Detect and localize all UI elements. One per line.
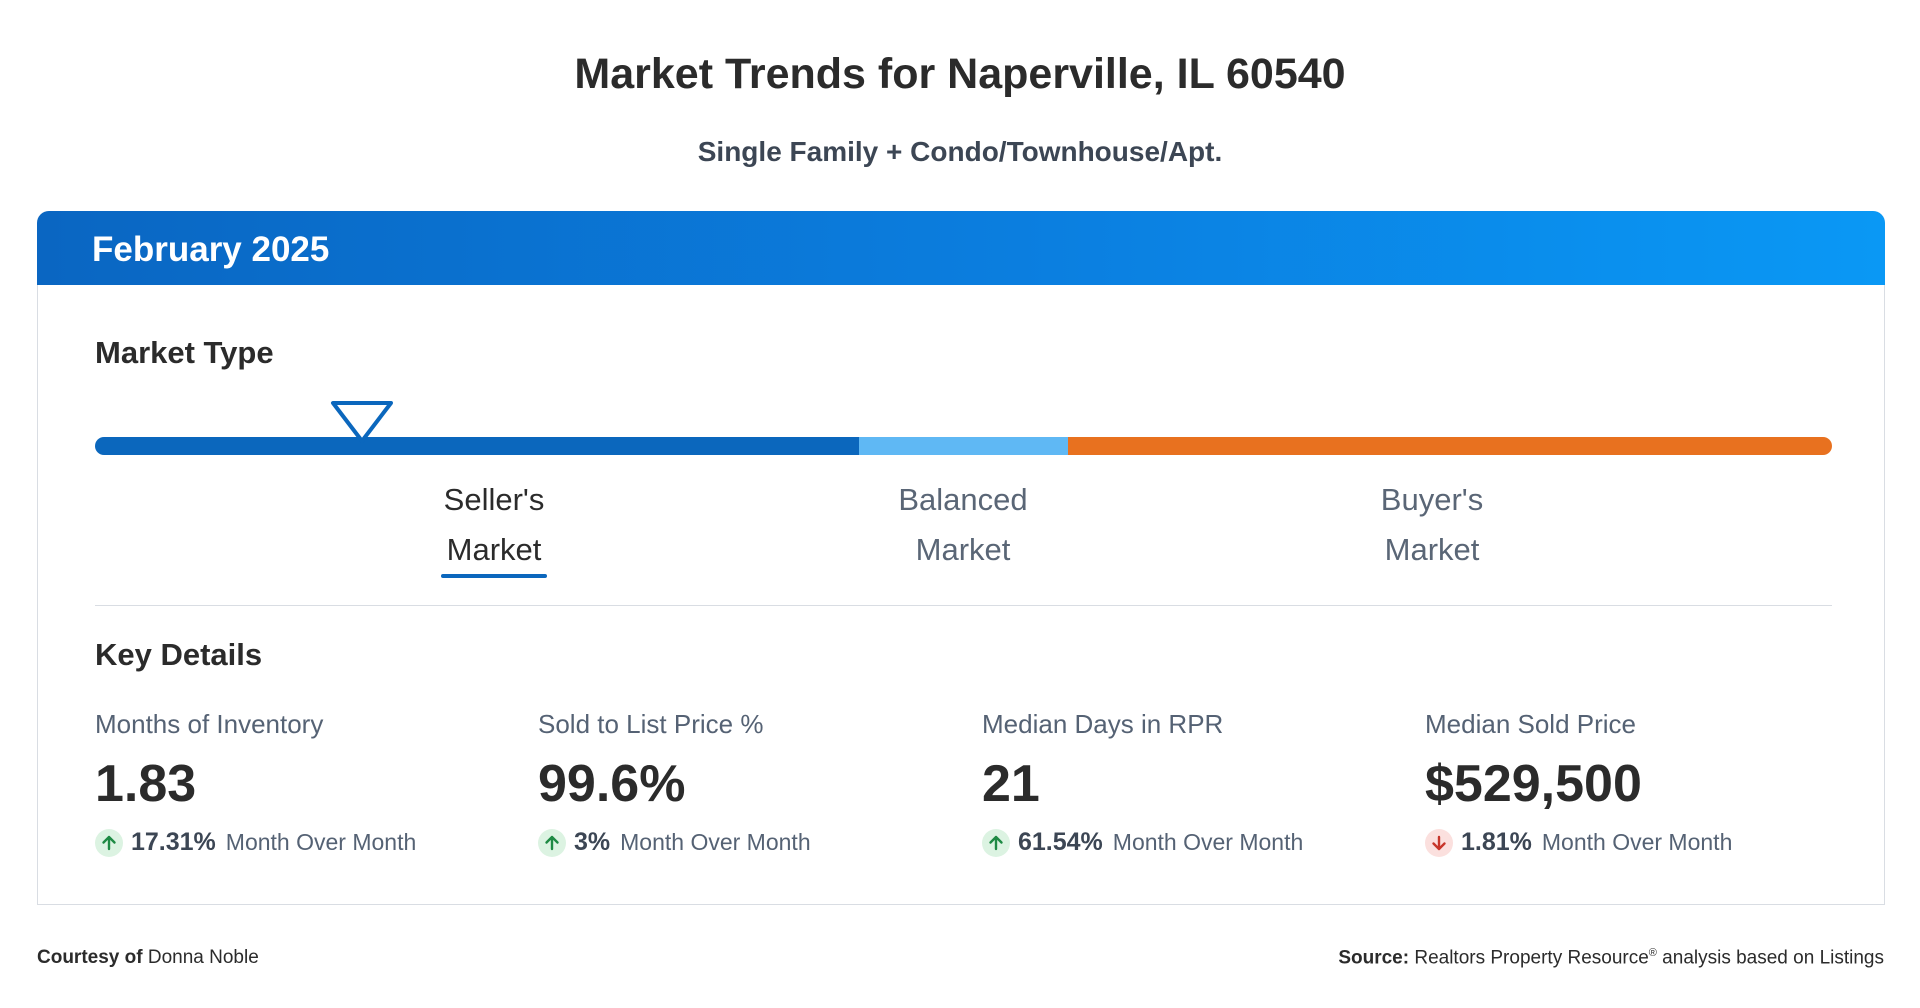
stat-value: $529,500: [1425, 755, 1642, 813]
stat-label: Median Days in RPR: [982, 709, 1224, 739]
stat-median-days-in-rpr: Median Days in RPR 21 61.54% Month Over …: [982, 709, 1402, 857]
source-label: Source:: [1338, 947, 1410, 969]
section-divider: [95, 605, 1832, 606]
bar-segment-buyer: [1067, 437, 1832, 455]
page-subtitle: Single Family + Condo/Townhouse/Apt.: [697, 136, 1223, 167]
market-label-balanced-line2: Market: [915, 532, 1011, 567]
triangle-down-outline-icon: [331, 401, 394, 443]
stat-months-of-inventory: Months of Inventory 1.83 17.31% Month Ov…: [95, 709, 515, 857]
arrow-up-icon: [95, 828, 123, 857]
key-details-title: Key Details: [95, 637, 263, 672]
market-label-seller-line2: Market: [446, 532, 542, 567]
arrow-down-icon: [1425, 828, 1453, 857]
stat-change: 1.81% Month Over Month: [1425, 828, 1845, 857]
market-label-seller-line1: Seller's: [443, 482, 545, 517]
stat-change-percent: 3%: [574, 828, 611, 856]
stat-label: Sold to List Price %: [538, 709, 764, 739]
market-label-buyer: Buyer's Market: [1302, 475, 1562, 575]
stat-change: 17.31% Month Over Month: [95, 828, 515, 857]
market-label-balanced: Balanced Market: [833, 475, 1093, 575]
page-title: Market Trends for Naperville, IL 60540: [574, 50, 1346, 98]
stat-value: 99.6%: [538, 755, 686, 813]
market-type-title: Market Type: [95, 335, 274, 370]
card-header: February 2025: [37, 211, 1885, 285]
period-label: February 2025: [92, 230, 330, 269]
stat-value: 1.83: [95, 755, 197, 813]
arrow-up-icon: [538, 828, 566, 857]
market-type-bar: [95, 437, 1832, 455]
courtesy-credit: Courtesy of Donna Noble: [37, 947, 259, 969]
registered-mark: ®: [1648, 947, 1657, 959]
stat-change-text: Month Over Month: [1112, 829, 1304, 855]
market-label-buyer-line2: Market: [1384, 532, 1480, 567]
stat-value: 21: [982, 755, 1040, 813]
stat-change: 3% Month Over Month: [538, 828, 958, 857]
source-text-suffix: analysis based on Listings: [1656, 947, 1884, 969]
stat-median-sold-price: Median Sold Price $529,500 1.81% Month O…: [1425, 709, 1845, 857]
courtesy-label: Courtesy of: [37, 947, 143, 968]
stat-change-percent: 1.81%: [1461, 828, 1532, 856]
arrow-up-icon: [982, 828, 1010, 857]
source-credit: Source: Realtors Property Resource® anal…: [1338, 947, 1884, 969]
stat-label: Months of Inventory: [95, 709, 324, 739]
stat-change-percent: 61.54%: [1018, 828, 1103, 856]
courtesy-name: Donna Noble: [147, 947, 259, 968]
market-label-seller: Seller's Market: [364, 475, 624, 575]
market-card: February 2025 Market Type Seller's Marke…: [37, 211, 1885, 905]
market-label-balanced-line1: Balanced: [898, 482, 1028, 517]
stat-change-text: Month Over Month: [225, 829, 417, 855]
stat-change: 61.54% Month Over Month: [982, 828, 1402, 857]
bar-segment-seller: [95, 437, 860, 455]
stat-change-text: Month Over Month: [1541, 829, 1733, 855]
source-text: Realtors Property Resource: [1414, 947, 1649, 969]
active-market-underline: [441, 574, 547, 578]
stat-change-text: Month Over Month: [620, 829, 811, 855]
stat-label: Median Sold Price: [1425, 709, 1636, 739]
stat-sold-to-list-price: Sold to List Price % 99.6% 3% Month Over…: [538, 709, 958, 857]
market-label-buyer-line1: Buyer's: [1380, 482, 1484, 517]
bar-segment-balanced: [859, 437, 1068, 455]
stat-change-percent: 17.31%: [131, 828, 216, 856]
